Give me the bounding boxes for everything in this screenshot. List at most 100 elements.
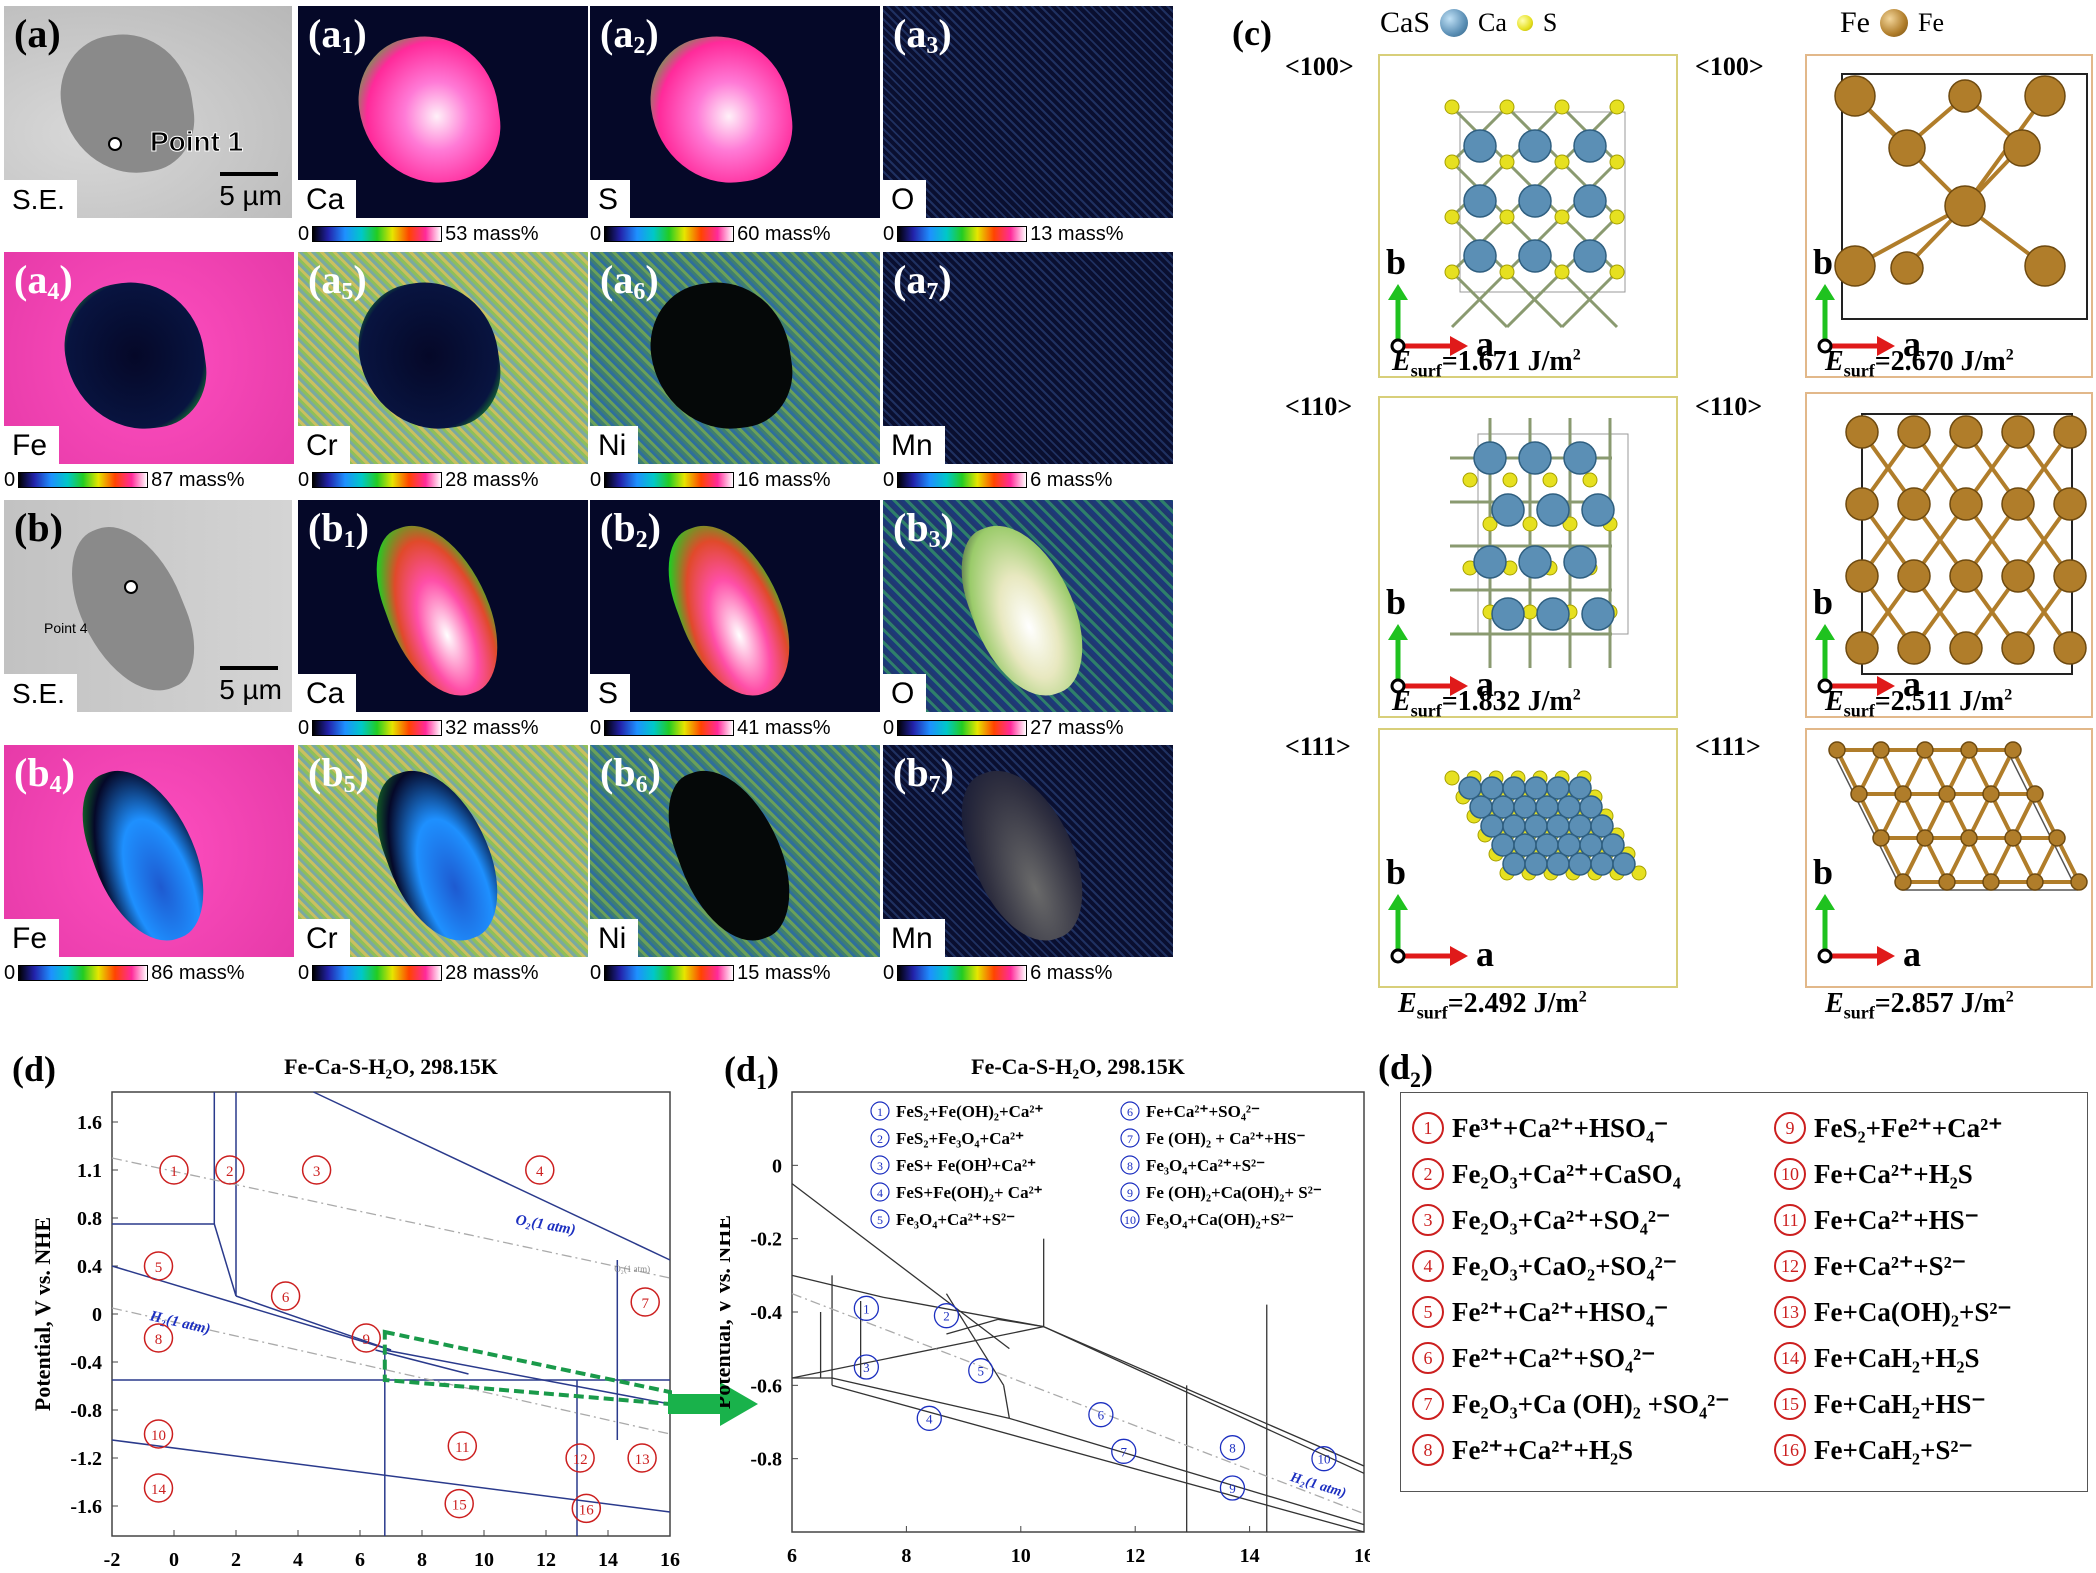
cas-legend-s: S (1542, 8, 1558, 37)
b2-tag: (b2) (600, 505, 661, 553)
fe-atom (2053, 631, 2087, 665)
fe-atom-icon (1880, 9, 1908, 37)
fe-title: Fe (1840, 6, 1870, 39)
region-marker (525, 1155, 555, 1185)
b5-colorbar: 0 28 mass% (298, 961, 539, 984)
ca-atom (1518, 184, 1552, 218)
region-number: 10 (151, 1428, 166, 1444)
colorbar-max: 32 mass% (445, 716, 539, 739)
cas-lattice-1: ba (1386, 418, 1629, 704)
a-axis-label: a (1476, 324, 1494, 364)
a4-tag: (a4) (14, 257, 73, 305)
ca-atom (1581, 493, 1615, 527)
legend-number-icon: 5 (1412, 1296, 1444, 1328)
ca-atom (1491, 597, 1525, 631)
b6-particle (652, 753, 808, 957)
b1-element-label: Ca (298, 674, 357, 712)
legend-number-icon: 15 (1774, 1388, 1806, 1420)
b2-element-label: S (590, 674, 631, 712)
a-axis-head (1877, 336, 1895, 356)
fe-atom (1960, 829, 1978, 847)
colorbar-max: 28 mass% (445, 961, 539, 984)
fe-legend: Fe Fe (1840, 6, 1944, 40)
fe-atom (1897, 631, 1931, 665)
region-marker (968, 1358, 994, 1384)
a-particle-shape (52, 25, 202, 183)
legend-number: 1 (877, 1105, 883, 1119)
d2-legend-item-5: 5 Fe²⁺+Ca²⁺+HSO₄⁻ (1412, 1296, 1668, 1328)
fe-atom (2001, 559, 2035, 593)
a2-tag: (a2) (600, 11, 659, 59)
fe-atom (1944, 185, 1986, 227)
colorbar-gradient (312, 472, 443, 488)
s-atom (1499, 209, 1515, 225)
map-b2-s: (b2) S (590, 500, 880, 712)
colorbar-gradient (897, 965, 1028, 981)
fe-esurf-2: Esurf=2.857 J/m2 (1825, 988, 2014, 1023)
a5-tag: (a5) (308, 257, 367, 305)
fe-atom (1949, 487, 1983, 521)
legend-text: FeS₂+Fe(OH)₂+Ca²⁺ (896, 1102, 1044, 1121)
axis-origin (1390, 678, 1406, 694)
d2-legend-item-6: 6 Fe²⁺+Ca²⁺+SO₄²⁻ (1412, 1342, 1655, 1374)
fe-atom (2048, 829, 2066, 847)
d2-legend-item-8: 8 Fe²⁺+Ca²⁺+H₂S (1412, 1434, 1633, 1466)
colorbar-min: 0 (883, 468, 895, 491)
axis-origin (1817, 678, 1833, 694)
s-atom (1554, 154, 1570, 170)
legend-number: 2 (877, 1132, 883, 1146)
ca-atom (1524, 814, 1548, 838)
a-axis-label: a (1476, 664, 1494, 704)
a-axis-head (1877, 676, 1895, 696)
b-se-label: S.E. (4, 674, 77, 712)
region-number: 10 (1317, 1452, 1330, 1467)
fe-esurf-0: Esurf=2.670 J/m2 (1825, 346, 2014, 381)
legend-text: FeS₂+Fe²⁺+Ca²⁺ (1814, 1112, 2003, 1143)
ca-atom (1590, 814, 1614, 838)
region-number: 9 (1229, 1481, 1236, 1496)
a5-particle (350, 273, 508, 439)
fe-atom (1960, 741, 1978, 759)
region-number: 7 (1121, 1444, 1128, 1459)
fe-atom (2053, 415, 2087, 449)
colorbar-min: 0 (883, 716, 895, 739)
colorbar-max: 6 mass% (1030, 961, 1113, 984)
fe-atom (1845, 559, 1879, 593)
fe-atom (1897, 487, 1931, 521)
legend-text: Fe²⁺+Ca²⁺+HSO₄⁻ (1452, 1296, 1669, 1327)
a5-element-label: Cr (298, 426, 350, 464)
ca-atom (1612, 852, 1636, 876)
d2-legend-item-13: 13 Fe+Ca(OH)₂+S²⁻ (1774, 1296, 2012, 1328)
d2-legend-item-10: 10 Fe+Ca²⁺+H₂S (1774, 1158, 1973, 1190)
s-atom (1462, 472, 1478, 488)
map-a3-o: (a3) O (883, 6, 1173, 218)
fe-atom (2070, 873, 2088, 891)
ca-atom (1573, 129, 1607, 163)
fe-atom (1938, 785, 1956, 803)
legend-marker (1120, 1209, 1140, 1229)
b-scale-label: 5 µm (219, 674, 282, 705)
legend-number-icon: 13 (1774, 1296, 1806, 1328)
a5-colorbar: 0 28 mass% (298, 469, 539, 491)
d2-legend-item-15: 15 Fe+CaH₂+HS⁻ (1774, 1388, 1986, 1420)
fe-atom (1982, 785, 2000, 803)
legend-text: Fe (OH)₂ + Ca²⁺+HS⁻ (1146, 1129, 1305, 1148)
cas-title: CaS (1380, 6, 1431, 39)
panel-d-label: (d) (12, 1049, 56, 1089)
phase-boundary (1043, 1326, 1365, 1467)
legend-marker (1120, 1182, 1140, 1202)
legend-text: Fe (OH)₂+Ca(OH)₂+ S²⁻ (1146, 1183, 1322, 1202)
region-marker (159, 1155, 189, 1185)
phase-boundary (946, 1318, 999, 1335)
a7-colorbar: 0 6 mass% (883, 468, 1112, 491)
legend-marker (870, 1209, 890, 1229)
map-a4-fe: (a4) Fe (4, 252, 294, 464)
ca-atom (1502, 852, 1526, 876)
legend-marker (870, 1155, 890, 1175)
fe-lattice-0: ba (1813, 73, 2088, 364)
ca-atom (1491, 493, 1525, 527)
a-axis-label: a (1903, 934, 1921, 974)
s-atom (1444, 770, 1460, 786)
cas-legend: CaS Ca S (1380, 6, 1557, 40)
